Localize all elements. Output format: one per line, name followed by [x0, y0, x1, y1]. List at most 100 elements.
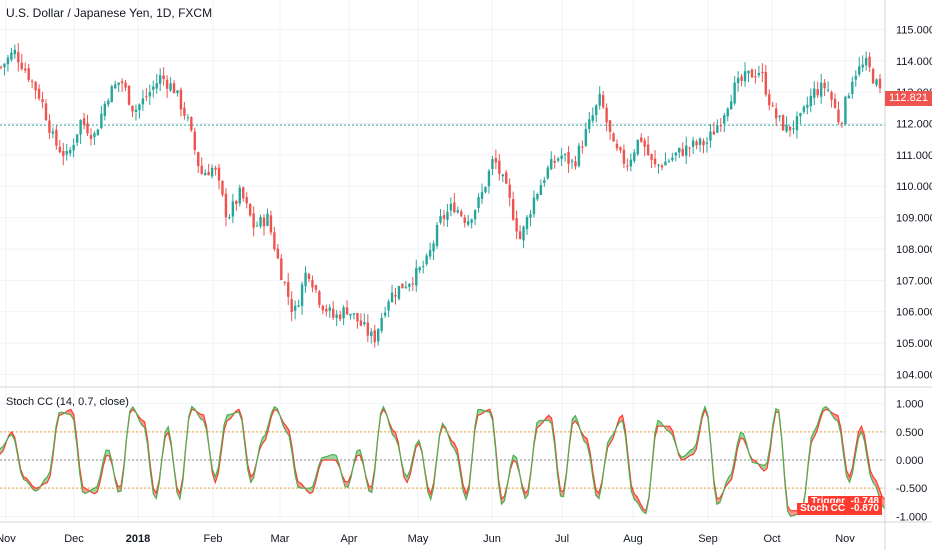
candle-body — [802, 106, 806, 112]
price-tick-label: 105.000 — [896, 338, 932, 350]
candle-body — [0, 66, 3, 68]
candle-body — [553, 160, 556, 163]
candle-body — [103, 103, 107, 116]
indicator-fill — [44, 477, 48, 484]
indicator-axis[interactable]: -1.000 -0.500 0.000 0.500 1.000 — [896, 399, 927, 524]
candle-body — [449, 203, 453, 211]
indicator-title: Stoch CC (14, 0.7, close) — [6, 396, 129, 408]
candle-body — [591, 115, 594, 121]
candle-body — [705, 142, 709, 144]
candle-body — [148, 92, 152, 97]
candle-body — [543, 180, 546, 184]
time-tick-label: Oct — [763, 533, 780, 545]
candle-body — [833, 98, 837, 108]
candle-body — [643, 140, 646, 147]
indicator-fill — [693, 444, 697, 455]
candle-body — [747, 70, 750, 74]
candle-body — [522, 226, 525, 241]
candle-body — [297, 305, 300, 307]
candle-body — [768, 94, 771, 106]
time-tick-label: Nov — [835, 533, 855, 545]
candle-body — [868, 56, 871, 68]
candle-body — [494, 157, 498, 163]
candle-body — [550, 158, 553, 170]
price-tick-label: 106.000 — [896, 307, 932, 319]
time-tick-label: Sep — [698, 533, 718, 545]
candle-body — [186, 117, 190, 119]
candle-body — [685, 145, 688, 156]
candle-body — [231, 201, 235, 217]
candle-body — [10, 52, 13, 60]
price-axis[interactable]: 104.000 105.000 106.000 107.000 108.000 109.0… — [896, 24, 932, 381]
candle-body — [6, 57, 10, 65]
candle-body — [210, 167, 214, 177]
candle-body — [421, 266, 425, 268]
candle-body — [691, 140, 695, 147]
candle-body — [813, 88, 816, 98]
candle-body — [120, 81, 124, 84]
candle-body — [266, 213, 269, 226]
candle-body — [601, 95, 605, 108]
candle-body — [799, 112, 802, 117]
candle-body — [34, 81, 37, 91]
time-tick-label: Nov — [0, 533, 16, 545]
candle-body — [674, 152, 678, 156]
candle-body — [172, 83, 176, 94]
price-tick-label: 108.000 — [896, 244, 932, 256]
candle-body — [871, 69, 875, 84]
candle-body — [415, 268, 418, 286]
indicator-fill — [118, 485, 121, 492]
candle-body — [781, 115, 785, 131]
candle-body — [72, 144, 75, 151]
candle-body — [62, 150, 65, 157]
candle-body — [190, 117, 193, 131]
candle-body — [200, 165, 203, 174]
candle-body — [719, 125, 723, 127]
candle-body — [280, 258, 283, 281]
time-tick-label: Apr — [340, 533, 357, 545]
indicator-fill — [560, 490, 564, 497]
candle-body — [473, 210, 477, 220]
candle-body — [145, 96, 148, 98]
candle-body — [373, 330, 376, 343]
indicator-tick-label: -1.000 — [896, 511, 927, 523]
candle-body — [446, 211, 449, 220]
candle-body — [51, 131, 55, 134]
candle-body — [245, 197, 248, 204]
candle-body — [242, 187, 245, 199]
candle-body — [100, 113, 103, 128]
candle-body — [671, 157, 674, 161]
time-tick-label: Jul — [555, 533, 569, 545]
candle-body — [525, 216, 529, 229]
candle-body — [380, 317, 383, 331]
candle-body — [155, 83, 158, 89]
indicator-fill — [728, 473, 732, 483]
candle-body — [176, 90, 179, 94]
indicator-fill — [740, 432, 744, 439]
price-tick-label: 111.000 — [896, 150, 932, 162]
candle-body — [287, 281, 290, 297]
candle-body — [615, 143, 619, 149]
time-axis[interactable]: Nov Dec 2018 Feb Mar Apr May Jun Jul Aug Sep Oct Nov — [0, 533, 855, 545]
candle-body — [577, 145, 581, 167]
candle-body — [588, 119, 591, 129]
candle-body — [183, 107, 186, 116]
candle-body — [127, 85, 131, 105]
candle-body — [570, 160, 574, 162]
candle-body — [501, 174, 504, 177]
candle-body — [653, 158, 657, 165]
time-tick-label: Jun — [483, 533, 501, 545]
candle-body — [158, 75, 162, 84]
price-tick-label: 104.000 — [896, 369, 932, 381]
candle-body — [743, 71, 747, 82]
candle-body — [878, 78, 882, 89]
candle-body — [321, 305, 325, 311]
candle-body — [394, 295, 397, 297]
candle-body — [352, 313, 356, 315]
candle-body — [203, 172, 207, 176]
candle-body — [217, 167, 221, 181]
candle-body — [491, 159, 494, 170]
indicator-fill — [525, 489, 529, 499]
candle-body — [809, 95, 812, 107]
